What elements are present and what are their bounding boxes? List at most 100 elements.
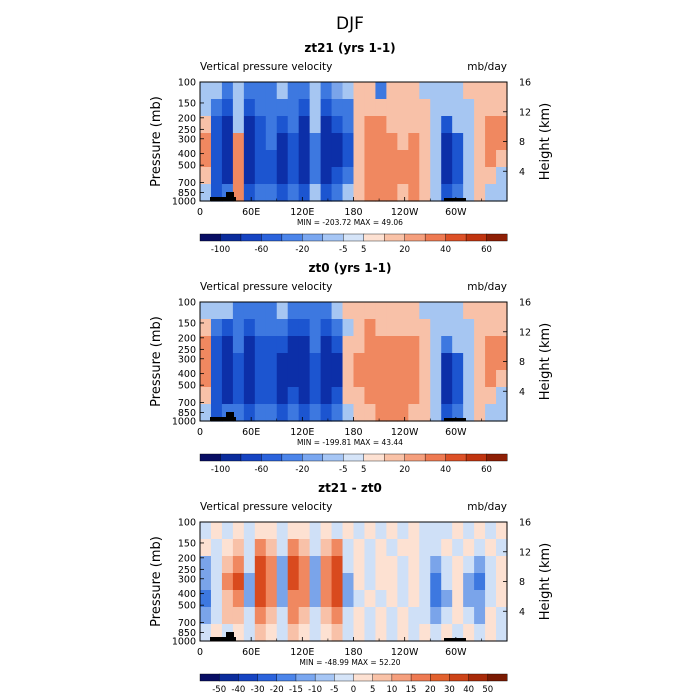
heatmap-cell: [320, 319, 333, 337]
heatmap-cell: [276, 116, 289, 134]
colorbar-swatch: [468, 673, 489, 682]
heatmap-cell: [430, 99, 442, 117]
heatmap-cell: [309, 556, 322, 574]
heatmap-cell: [375, 150, 387, 168]
heatmap-cell: [342, 336, 355, 354]
colorbar-label: 60: [481, 465, 492, 475]
x-tick-label: 180: [344, 647, 362, 658]
heatmap-cell: [232, 336, 245, 354]
x-tick-label: 0: [197, 427, 203, 438]
heatmap-cell: [463, 302, 475, 320]
heatmap-cell: [375, 82, 387, 100]
heatmap-cell: [485, 82, 497, 100]
heatmap-cell: [386, 150, 398, 168]
heatmap-cell: [287, 116, 300, 134]
heatmap-cell: [331, 116, 344, 134]
heatmap-cell: [298, 150, 311, 168]
heatmap-cell: [496, 573, 508, 591]
colorbar-label: -60: [254, 245, 268, 255]
heatmap-cell: [408, 539, 420, 557]
heatmap-cell: [287, 370, 300, 388]
heatmap-cell: [353, 167, 366, 185]
colorbar-swatch: [410, 673, 431, 682]
colorbar-swatch: [404, 233, 426, 242]
heatmap-cell: [265, 82, 278, 100]
colorbar-label: 5: [361, 465, 366, 475]
heatmap-cell: [309, 590, 322, 608]
heatmap-cell: [441, 353, 453, 371]
x-tick-label: 180: [344, 427, 362, 438]
heatmap-cell: [441, 150, 453, 168]
panel-2: zt0 (yrs 1-1) Vertical pressure velocity m…: [149, 261, 553, 475]
x-tick-label: 120E: [290, 207, 314, 218]
heatmap-cell: [331, 522, 344, 540]
heatmap-cell: [309, 336, 322, 354]
heatmap-cell: [496, 336, 508, 354]
heatmap-cell: [232, 404, 245, 422]
panel-units: mb/day: [467, 281, 507, 293]
heatmap-cell: [441, 556, 453, 574]
heatmap-cell: [397, 573, 409, 591]
colorbar-swatch: [372, 673, 393, 682]
topography-africa: [210, 417, 236, 421]
heatmap-cell: [419, 370, 431, 388]
heatmap-cell: [364, 573, 377, 591]
heatmap-cell: [375, 370, 387, 388]
heatmap-cell: [463, 319, 475, 337]
y-tick-label: 100: [178, 518, 196, 529]
heatmap-cell: [243, 539, 256, 557]
y-tick-label-right: 4: [519, 387, 525, 398]
heatmap-cell: [419, 82, 431, 100]
heatmap-cell: [463, 404, 475, 422]
heatmap-cell: [430, 184, 442, 202]
colorbar-label: -60: [254, 465, 268, 475]
heatmap-cell: [331, 573, 344, 591]
colorbar-swatch: [486, 453, 508, 462]
heatmap-cell: [287, 624, 300, 642]
heatmap-cell: [331, 556, 344, 574]
colorbar-swatch: [240, 233, 262, 242]
heatmap-cell: [408, 336, 420, 354]
heatmap-cell: [353, 607, 366, 625]
heatmap-cell: [485, 370, 497, 388]
heatmap-cell: [221, 82, 234, 100]
heatmap-cell: [243, 184, 256, 202]
heatmap-cell: [243, 370, 256, 388]
heatmap-cell: [485, 133, 497, 151]
y-tick-label: 500: [178, 161, 196, 172]
heatmap-cell: [276, 522, 289, 540]
heatmap-cell: [342, 82, 355, 100]
heatmap-cell: [298, 522, 311, 540]
heatmap-cells: [200, 522, 508, 642]
heatmap-cell: [200, 116, 212, 134]
heatmap-cell: [309, 624, 322, 642]
heatmap-cell: [287, 522, 300, 540]
heatmap-cell: [430, 556, 442, 574]
heatmap-cell: [320, 404, 333, 422]
heatmap-cell: [408, 370, 420, 388]
heatmap-cell: [463, 607, 475, 625]
colorbar-swatch: [199, 453, 221, 462]
heatmap-cell: [232, 522, 245, 540]
panel-1: zt21 (yrs 1-1) Vertical pressure velocity…: [149, 41, 553, 255]
heatmap-cell: [375, 607, 387, 625]
heatmap-cell: [210, 150, 223, 168]
y-tick-label: 100: [178, 78, 196, 89]
heatmap-cell: [221, 590, 234, 608]
heatmap-cell: [485, 590, 497, 608]
heatmap-cell: [298, 539, 311, 557]
heatmap-cell: [309, 150, 322, 168]
heatmap-cell: [232, 387, 245, 405]
heatmap-cell: [309, 82, 322, 100]
heatmap-cell: [210, 336, 223, 354]
heatmap-cell: [452, 539, 464, 557]
colorbar-label: -5: [339, 245, 347, 255]
heatmap-cell: [375, 353, 387, 371]
heatmap-cell: [430, 167, 442, 185]
heatmap-cell: [298, 556, 311, 574]
heatmap-cell: [353, 590, 366, 608]
y-axis-right: 4 8 12 16: [503, 298, 531, 398]
colorbar-swatch: [240, 453, 262, 462]
heatmap-cell: [485, 302, 497, 320]
